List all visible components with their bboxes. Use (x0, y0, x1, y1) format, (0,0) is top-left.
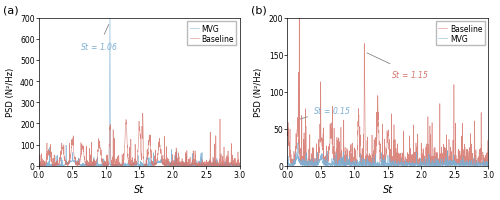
MVG (237, 163, 243, 166)
Baseline (122, 151, 128, 154)
Baseline (399, 152, 405, 154)
Baseline (237, 161, 243, 164)
MVG (295, 142, 301, 144)
MVG (284, 163, 290, 166)
Y-axis label: PSD (N²/Hz): PSD (N²/Hz) (6, 68, 15, 117)
MVG (122, 163, 128, 166)
MVG (200, 165, 206, 167)
Baseline (300, 161, 306, 164)
MVG (402, 165, 407, 167)
MVG (300, 164, 306, 166)
Baseline (284, 131, 290, 134)
Baseline (60, 146, 66, 148)
Text: $St$ = 0.15: $St$ = 0.15 (300, 104, 350, 119)
Text: (a): (a) (2, 6, 18, 16)
MVG (36, 164, 42, 167)
Baseline (486, 163, 492, 165)
Line: MVG: MVG (39, 2, 240, 166)
Baseline (342, 165, 348, 167)
X-axis label: St: St (134, 185, 144, 194)
MVG (378, 164, 384, 166)
MVG (129, 164, 135, 167)
Text: (b): (b) (252, 6, 267, 16)
Baseline (126, 159, 132, 162)
MVG (374, 165, 380, 167)
Baseline (308, 159, 314, 161)
MVG (52, 164, 58, 166)
Baseline (52, 165, 58, 167)
Baseline (36, 164, 42, 167)
MVG (126, 164, 132, 166)
MVG (370, 163, 376, 165)
Baseline (374, 132, 380, 134)
Baseline (378, 152, 384, 155)
X-axis label: St: St (383, 185, 393, 194)
Legend: MVG, Baseline: MVG, Baseline (188, 22, 236, 46)
Text: $St$ = 1.06: $St$ = 1.06 (80, 25, 118, 51)
Baseline (129, 165, 135, 167)
Line: Baseline: Baseline (288, 0, 488, 166)
Line: MVG: MVG (288, 143, 488, 166)
Baseline (150, 165, 156, 167)
MVG (107, 1, 113, 3)
MVG (308, 160, 314, 163)
MVG (486, 164, 492, 167)
MVG (150, 164, 156, 166)
Text: $St$ = 1.15: $St$ = 1.15 (367, 54, 429, 79)
Y-axis label: PSD (N²/Hz): PSD (N²/Hz) (254, 68, 263, 117)
Baseline (140, 112, 146, 115)
Legend: Baseline, MVG: Baseline, MVG (436, 22, 484, 46)
MVG (399, 165, 405, 167)
Line: Baseline: Baseline (39, 114, 240, 166)
Baseline (114, 165, 120, 167)
Baseline (370, 153, 376, 155)
MVG (60, 164, 66, 166)
